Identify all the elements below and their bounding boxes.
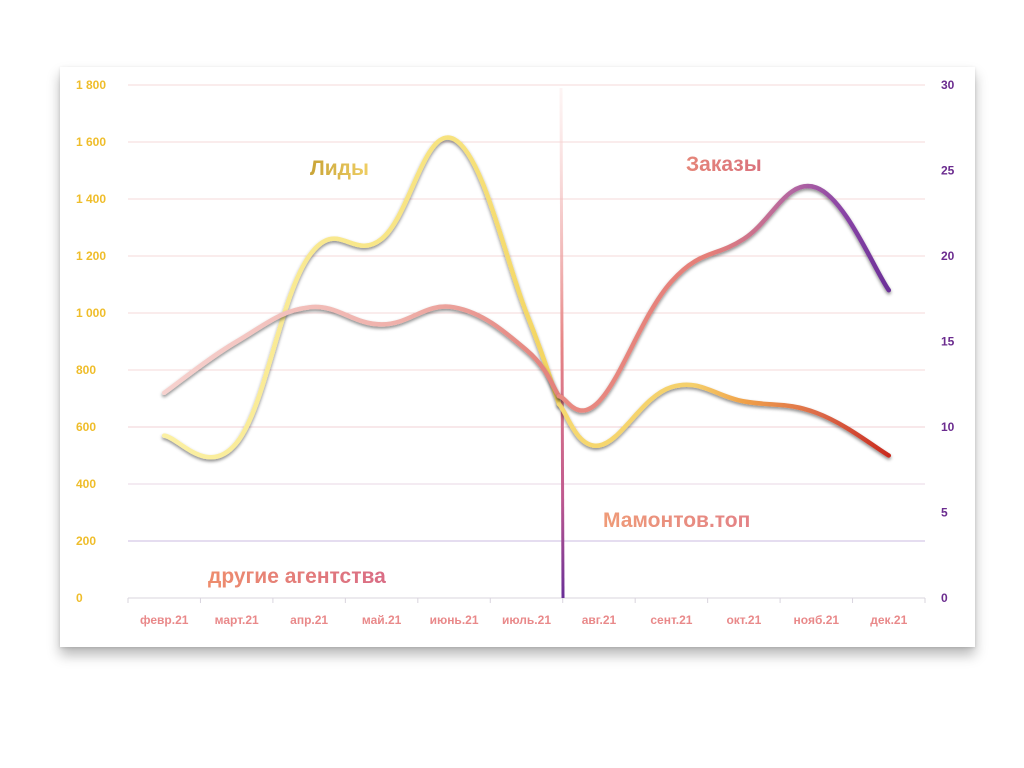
right-axis-tick-label: 0: [941, 591, 948, 605]
x-axis-tick-label: нояб.21: [794, 613, 840, 627]
left-axis-tick-label: 1 600: [76, 135, 106, 149]
x-axis-tick-label: окт.21: [726, 613, 761, 627]
left-axis-tick-label: 1 800: [76, 78, 106, 92]
right-axis-tick-label: 20: [941, 249, 955, 263]
series-line-leads-before: [161, 135, 562, 460]
left-axis-tick-label: 1 000: [76, 306, 106, 320]
right-axis-tick-label: 10: [941, 420, 955, 434]
series-label-leads: Лиды: [310, 157, 369, 180]
series-label-orders: Заказы: [686, 153, 762, 176]
x-axis-tick-label: май.21: [362, 613, 402, 627]
left-axis-tick-label: 400: [76, 477, 96, 491]
series-line-orders-after: [556, 183, 892, 413]
right-axis-tick-label: 30: [941, 78, 955, 92]
x-axis-tick-label: апр.21: [290, 613, 328, 627]
annotation-mamontov: Мамонтов.топ: [603, 509, 750, 532]
x-axis-tick-label: июль.21: [502, 613, 551, 627]
x-axis-tick-label: сент.21: [650, 613, 692, 627]
right-axis-tick-label: 5: [941, 506, 948, 520]
left-axis-tick-label: 200: [76, 534, 96, 548]
gridlines: [127, 84, 926, 603]
period-divider-line: [559, 87, 565, 599]
series-lines: [161, 135, 892, 460]
x-axis-ticks: февр.21 март.21 апр.21 май.21 июнь.21 июль.21…: [140, 613, 908, 627]
right-axis-tick-label: 25: [941, 164, 955, 178]
left-axis-ticks: 0 200 400 600 800 1 000 1 200 1 400 1 600 1 800: [76, 78, 106, 605]
left-axis-tick-label: 600: [76, 420, 96, 434]
x-axis-tick-label: дек.21: [870, 613, 907, 627]
x-axis-tick-label: авг.21: [582, 613, 617, 627]
right-axis-tick-label: 15: [941, 335, 955, 349]
x-axis-tick-label: февр.21: [140, 613, 189, 627]
left-axis-tick-label: 800: [76, 363, 96, 377]
series-line-orders-before: [161, 304, 562, 399]
right-axis-ticks: 0 5 10 15 20 25 30: [941, 78, 955, 605]
left-axis-tick-label: 1 200: [76, 249, 106, 263]
left-axis-tick-label: 0: [76, 591, 83, 605]
series-line-leads-after: [556, 382, 892, 458]
left-axis-tick-label: 1 400: [76, 192, 106, 206]
x-axis-tick-label: март.21: [215, 613, 259, 627]
x-axis-tick-label: июнь.21: [430, 613, 479, 627]
annotation-other-agencies: другие агентства: [208, 565, 386, 588]
